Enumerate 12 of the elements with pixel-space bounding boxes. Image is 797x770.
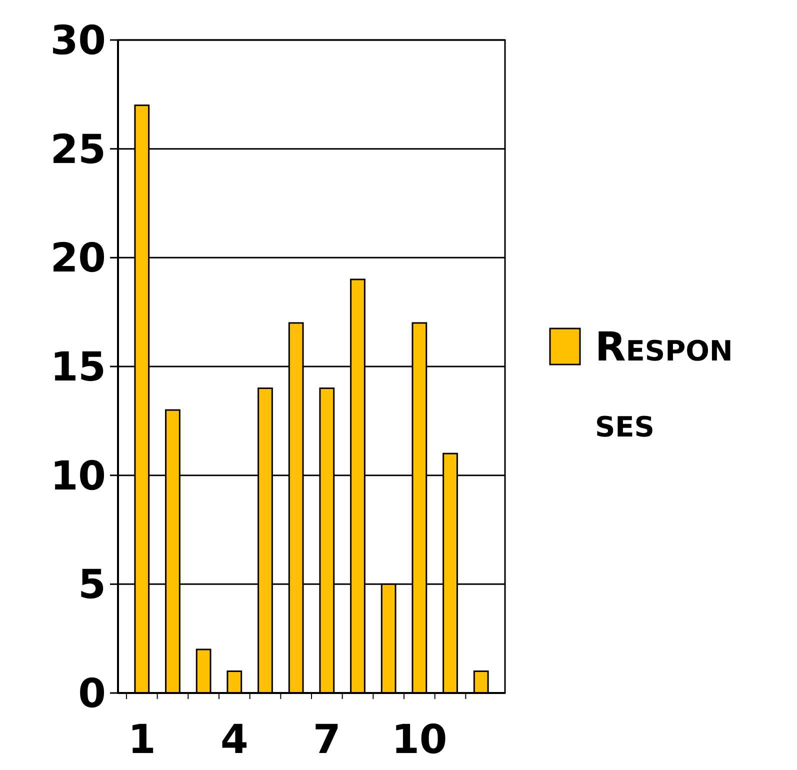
y-tick-label: 0 [78, 671, 106, 717]
x-tick-label: 7 [312, 717, 341, 763]
x-tick-label: 10 [392, 717, 448, 763]
y-tick-label: 15 [50, 344, 106, 390]
y-tick-label: 5 [78, 562, 106, 608]
legend-label: Responses [595, 324, 733, 446]
y-tick-label: 25 [50, 126, 106, 173]
y-tick-label: 10 [50, 453, 106, 500]
y-tick-label: 30 [50, 18, 106, 64]
x-tick-label: 4 [220, 717, 248, 763]
x-tick-label: 1 [128, 717, 156, 763]
y-tick-label: 20 [50, 236, 106, 282]
